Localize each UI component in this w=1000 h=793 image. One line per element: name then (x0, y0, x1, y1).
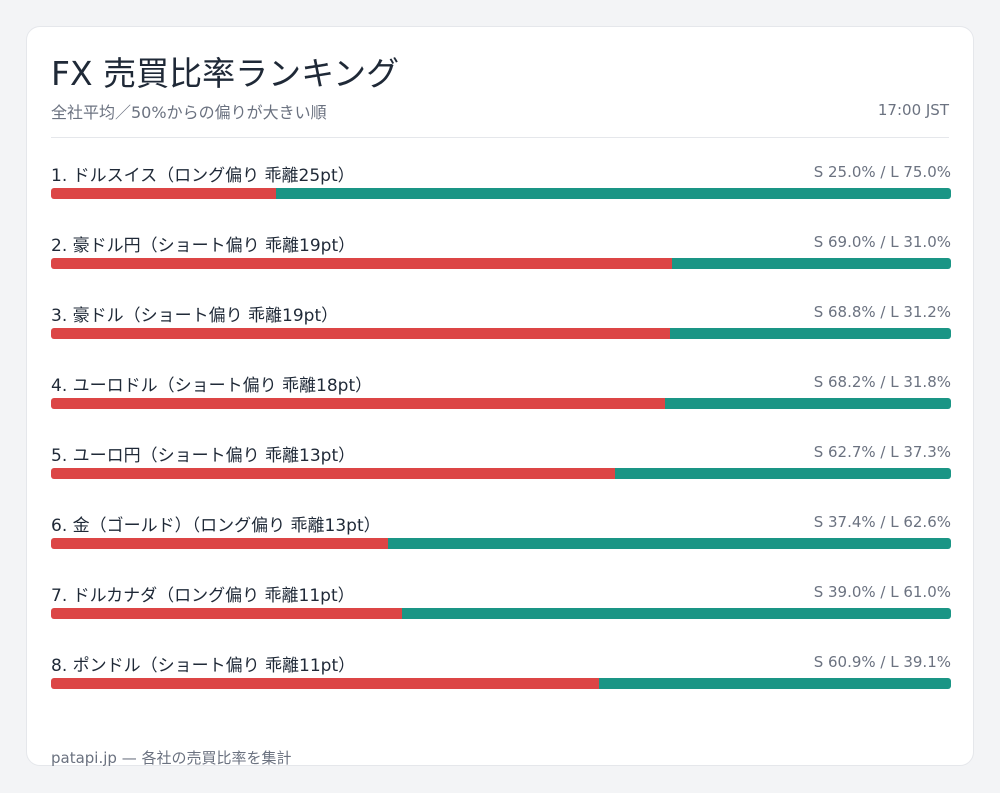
ratio-bar (51, 678, 951, 689)
long-bar-segment (664, 398, 951, 409)
ranking-row: 4. ユーロドル（ショート偏り 乖離18pt） S 68.2% / L 31.8% (51, 371, 951, 441)
ranking-row: 2. 豪ドル円（ショート偏り 乖離19pt） S 69.0% / L 31.0% (51, 231, 951, 301)
long-bar-segment (387, 538, 951, 549)
ranking-row: 6. 金（ゴールド）（ロング偏り 乖離13pt） S 37.4% / L 62.6… (51, 511, 951, 581)
ranking-row: 7. ドルカナダ（ロング偏り 乖離11pt） S 39.0% / L 61.0% (51, 581, 951, 651)
page-title: FX 売買比率ランキング (51, 54, 400, 93)
short-bar-segment (51, 678, 600, 689)
ratio-label: S 25.0% / L 75.0% (813, 163, 951, 181)
ratio-bar (51, 328, 951, 339)
short-bar-segment (51, 468, 616, 479)
pair-label: 3. 豪ドル（ショート偏り 乖離19pt） (51, 306, 339, 326)
long-bar-segment (276, 188, 951, 199)
ratio-bar (51, 258, 951, 269)
pair-label: 6. 金（ゴールド）（ロング偏り 乖離13pt） (51, 516, 381, 536)
ranking-row: 3. 豪ドル（ショート偏り 乖離19pt） S 68.8% / L 31.2% (51, 301, 951, 371)
ratio-bar (51, 398, 951, 409)
ranking-row: 5. ユーロ円（ショート偏り 乖離13pt） S 62.7% / L 37.3% (51, 441, 951, 511)
pair-label: 7. ドルカナダ（ロング偏り 乖離11pt） (51, 586, 355, 606)
long-bar-segment (402, 608, 951, 619)
ratio-label: S 60.9% / L 39.1% (813, 653, 951, 671)
ratio-bar (51, 188, 951, 199)
ratio-label: S 62.7% / L 37.3% (813, 443, 951, 461)
short-bar-segment (51, 398, 665, 409)
short-bar-segment (51, 188, 276, 199)
short-bar-segment (51, 538, 388, 549)
short-bar-segment (51, 608, 402, 619)
ratio-label: S 69.0% / L 31.0% (813, 233, 951, 251)
pair-label: 4. ユーロドル（ショート偏り 乖離18pt） (51, 376, 373, 396)
ratio-bar (51, 538, 951, 549)
long-bar-segment (599, 678, 951, 689)
pair-label: 8. ポンドル（ショート偏り 乖離11pt） (51, 656, 356, 676)
ranking-card: FX 売買比率ランキング 全社平均／50%からの偏りが大きい順 17:00 JS… (26, 26, 974, 767)
ratio-label: S 39.0% / L 61.0% (813, 583, 951, 601)
ratio-bar (51, 468, 951, 479)
ranking-list: 1. ドルスイス（ロング偏り 乖離25pt） S 25.0% / L 75.0% 2… (51, 161, 951, 721)
ratio-label: S 68.2% / L 31.8% (813, 373, 951, 391)
page-subtitle: 全社平均／50%からの偏りが大きい順 (51, 103, 327, 122)
long-bar-segment (615, 468, 951, 479)
pair-label: 2. 豪ドル円（ショート偏り 乖離19pt） (51, 236, 356, 256)
update-time: 17:00 JST (877, 101, 949, 119)
ranking-row: 8. ポンドル（ショート偏り 乖離11pt） S 60.9% / L 39.1% (51, 651, 951, 721)
long-bar-segment (670, 328, 951, 339)
pair-label: 1. ドルスイス（ロング偏り 乖離25pt） (51, 166, 355, 186)
short-bar-segment (51, 258, 672, 269)
ranking-row: 1. ドルスイス（ロング偏り 乖離25pt） S 25.0% / L 75.0% (51, 161, 951, 231)
pair-label: 5. ユーロ円（ショート偏り 乖離13pt） (51, 446, 356, 466)
ratio-label: S 37.4% / L 62.6% (813, 513, 951, 531)
divider (51, 137, 949, 138)
short-bar-segment (51, 328, 671, 339)
ratio-bar (51, 608, 951, 619)
long-bar-segment (672, 258, 951, 269)
ratio-label: S 68.8% / L 31.2% (813, 303, 951, 321)
footer-note: patapi.jp — 各社の売買比率を集計 (51, 749, 292, 767)
